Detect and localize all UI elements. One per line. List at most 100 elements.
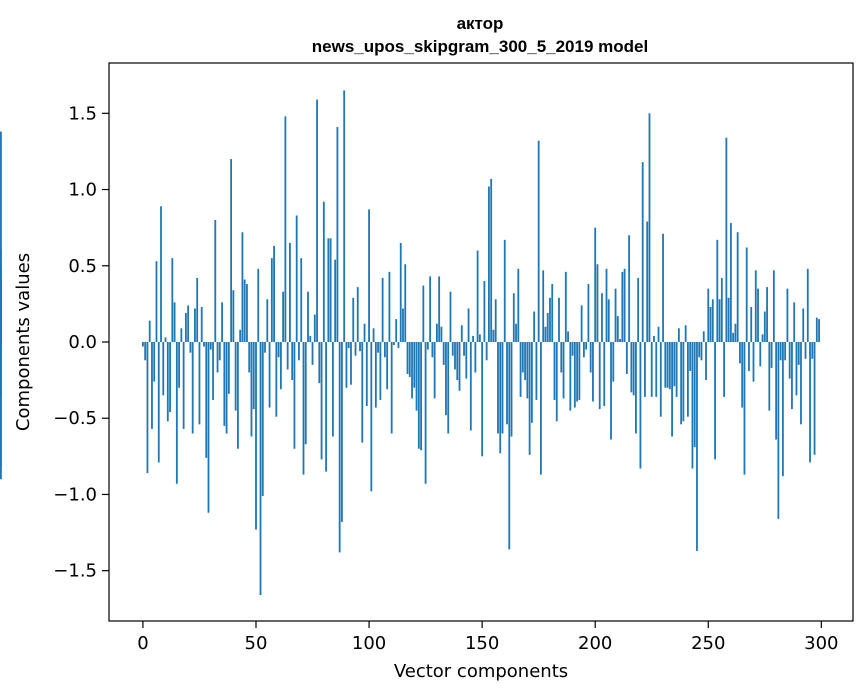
bar-72: [304, 342, 307, 445]
bar-222: [644, 342, 646, 397]
bar-156: [494, 299, 497, 342]
bar-227: [655, 342, 658, 397]
bar-191: [573, 342, 576, 408]
bar-40: [232, 290, 235, 342]
bar-261: [732, 332, 735, 342]
bar-87: [338, 342, 341, 553]
bar-150: [481, 342, 484, 457]
bar-59: [275, 342, 278, 417]
bar-153: [488, 186, 490, 342]
bar-66: [291, 342, 294, 381]
bar-195: [582, 342, 585, 358]
bar-133: [442, 342, 445, 365]
x-axis-label: Vector components: [394, 661, 568, 682]
bar-243: [691, 342, 694, 469]
bar-69: [298, 342, 300, 361]
bar-103: [374, 342, 377, 408]
bar-26: [200, 306, 203, 342]
bar-200: [594, 227, 597, 342]
bar-256: [720, 277, 723, 342]
bar-76: [313, 314, 316, 342]
bar-178: [544, 326, 547, 342]
bar-96: [359, 342, 361, 352]
bar-3: [148, 320, 151, 342]
bar-28: [205, 342, 208, 458]
bar-246: [698, 342, 701, 358]
bar-119: [411, 342, 413, 399]
bar-64: [286, 342, 289, 370]
bar-140: [458, 342, 461, 391]
bar-242: [689, 342, 692, 371]
bar-45: [243, 279, 246, 342]
bar-90: [345, 342, 348, 388]
bar-124: [422, 285, 425, 342]
bar-245: [696, 342, 698, 551]
bar-218: [635, 342, 637, 434]
bar-196: [585, 342, 588, 350]
bar-86: [336, 127, 339, 342]
bar-209: [614, 288, 617, 342]
bar-137: [451, 342, 454, 356]
bar-241: [687, 342, 689, 417]
y-tick-label: 0.0: [68, 332, 97, 353]
bar-189: [569, 342, 572, 411]
bar-216: [630, 342, 633, 393]
bar-91: [347, 342, 350, 349]
bars-group: [0, 90, 820, 596]
bar-214: [625, 342, 628, 375]
bar-234: [671, 342, 673, 437]
bar-37: [225, 342, 228, 434]
bar-4: [151, 342, 153, 429]
bar-130: [436, 323, 438, 342]
bar-89: [343, 90, 346, 342]
bar-24: [196, 277, 199, 342]
bar-7: [157, 342, 160, 463]
bar-254: [716, 239, 719, 342]
bar-286: [788, 342, 791, 379]
bar-164: [512, 293, 515, 342]
bar-110: [390, 342, 393, 434]
bar-68: [295, 215, 298, 342]
bar-113: [397, 342, 400, 349]
bar-204: [603, 342, 606, 407]
bar-46: [246, 284, 248, 342]
bar-266: [743, 342, 746, 475]
bar-186: [562, 342, 565, 399]
bar-78: [318, 342, 321, 384]
bar-201: [596, 264, 599, 342]
bar-141: [460, 325, 463, 342]
bar-249: [705, 342, 707, 381]
bar-101: [370, 342, 373, 492]
bar-20: [187, 305, 190, 342]
bar-270: [752, 342, 755, 382]
bar-297: [813, 342, 816, 455]
bar-55: [266, 299, 269, 342]
bar-154: [490, 178, 493, 342]
bar-121: [415, 342, 418, 411]
x-tick-label: 0: [137, 633, 148, 654]
bar-53: [261, 342, 264, 496]
bar-32: [214, 220, 217, 342]
bar-283: [781, 342, 784, 477]
bar-190: [571, 342, 574, 356]
bar-43: [239, 329, 242, 342]
bar-244: [693, 342, 696, 448]
bar-257: [723, 342, 726, 397]
bar-162: [508, 342, 511, 550]
bar-36: [223, 342, 226, 426]
bar-166: [517, 268, 520, 342]
bar-274: [761, 334, 764, 342]
bar-262: [734, 323, 737, 342]
bar-9: [162, 342, 165, 396]
bar-57: [270, 258, 273, 342]
bar-211: [619, 338, 621, 342]
bar-129: [433, 342, 436, 399]
bar-264: [739, 342, 741, 364]
bar-105: [379, 342, 382, 400]
bar-248: [702, 331, 705, 342]
bar-127: [429, 276, 432, 342]
bar-282: [779, 342, 782, 361]
bar-88: [341, 342, 343, 522]
bar-92: [350, 342, 352, 385]
bar-undefined: [0, 279, 2, 342]
